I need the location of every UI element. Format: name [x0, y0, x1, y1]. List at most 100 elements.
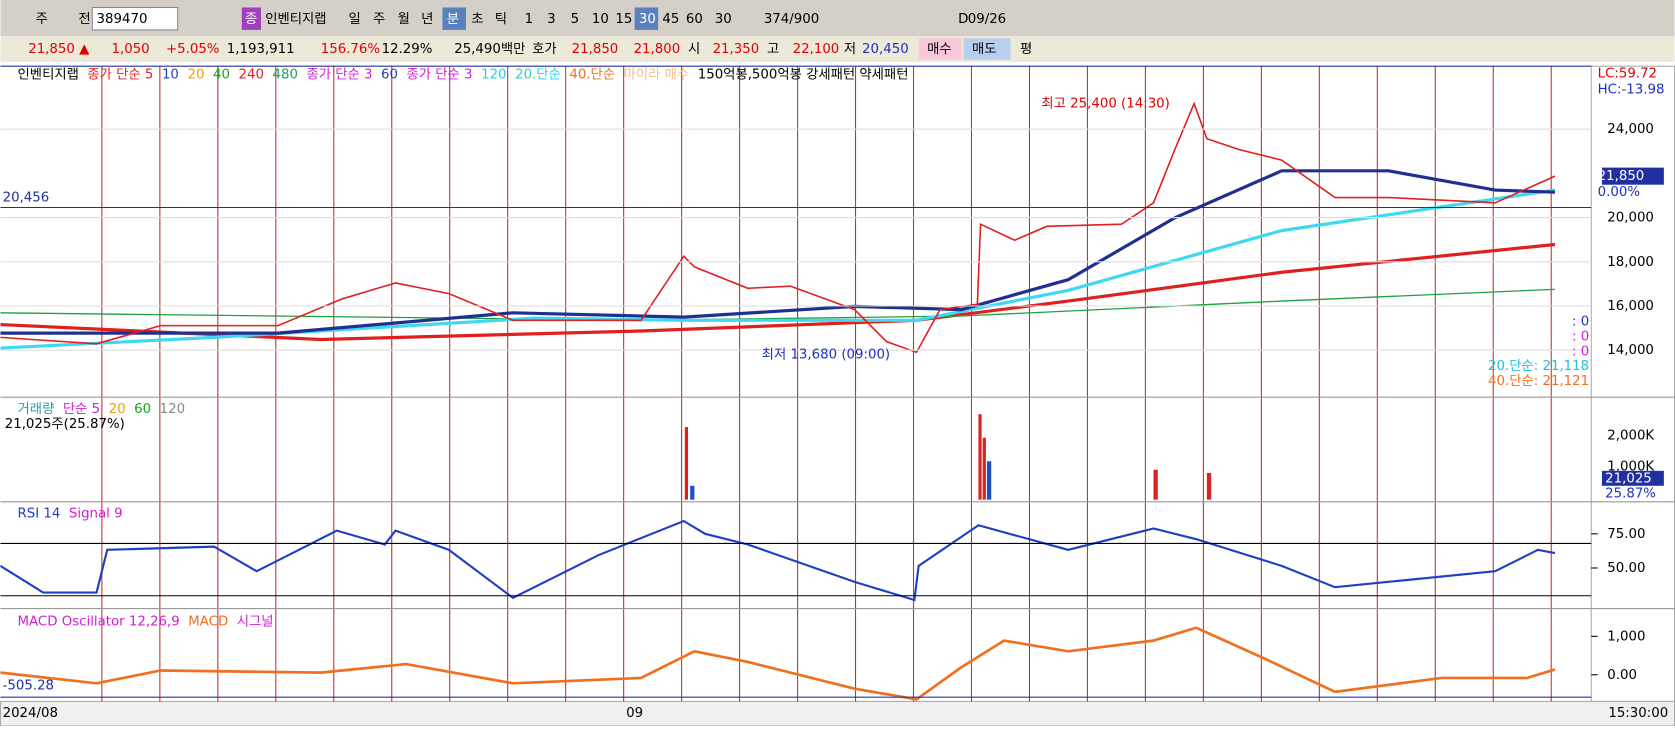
legend-item: 종가 단순 3 — [306, 67, 372, 83]
y-tick-label: 24,000 — [1607, 122, 1654, 137]
y-tick-label: 16,000 — [1607, 299, 1654, 314]
legend-item: 시그널 — [237, 613, 274, 629]
x-label: 15:30:00 — [1608, 706, 1668, 721]
toolbar-item: 분 — [447, 12, 459, 27]
x-label: 09 — [626, 706, 643, 721]
info-item: 시 — [688, 42, 700, 57]
y-tick-label: 75.00 — [1607, 527, 1645, 542]
minute-active[interactable] — [442, 7, 466, 30]
macd-line — [0, 626, 1556, 701]
info-item: 고 — [767, 42, 779, 57]
info-item: 25,490백만 — [454, 41, 525, 57]
legend-item: 20 — [109, 402, 126, 417]
toolbar-item: 389470 — [97, 12, 148, 27]
toolbar-item: 10 — [592, 12, 609, 27]
legend-item: 40.단순 — [569, 67, 615, 83]
toolbar-item: 15 — [615, 12, 632, 27]
y-tick-label: 2,000K — [1607, 429, 1655, 444]
toolbar-item: 틱 — [495, 11, 507, 27]
toolbar-item: 일 — [349, 11, 361, 27]
legend-item: 120 — [160, 402, 185, 417]
ma-label: 40.단순: 21,121 — [1488, 373, 1589, 389]
signal-label: : 0 — [1572, 344, 1589, 359]
info-item: 21,850 — [572, 42, 619, 57]
info-item: 21,350 — [713, 42, 760, 57]
info-item: 저 — [844, 41, 856, 57]
info-item: 21,800 — [634, 42, 681, 57]
legend-item: 240 — [238, 68, 263, 83]
toolbar-item: 주 — [36, 12, 48, 27]
toolbar-item: 30 — [639, 12, 656, 27]
legend-item: 10 — [162, 68, 179, 83]
info-item: 20,450 — [862, 42, 909, 57]
toolbar-item: 3 — [547, 12, 555, 27]
info-item: 매수 — [927, 41, 952, 57]
legend-item: 20 — [187, 68, 204, 83]
info-item: 매도 — [972, 41, 997, 57]
signal-label: : 0 — [1572, 329, 1589, 344]
info-item: 호가 — [532, 41, 557, 57]
toolbar-bg — [0, 0, 1675, 37]
toolbar-item: 09/26 — [968, 12, 1006, 27]
legend-item: 150억봉,500억봉 강세패턴 약세패턴 — [698, 67, 909, 83]
toolbar-item: 종 — [245, 12, 257, 27]
right-label: 0.00% — [1598, 185, 1640, 200]
rsi-line — [0, 519, 1556, 602]
legend-item: Signal 9 — [69, 507, 123, 522]
toolbar-item: 5 — [571, 12, 579, 27]
legend-item: 60 — [134, 402, 151, 417]
legend-item: 거래량 — [18, 401, 55, 417]
legend-item: 120 — [481, 68, 506, 83]
high-label: 최고 25,400 (14:30) — [1041, 96, 1169, 112]
toolbar-item: 인벤티지랩 — [265, 11, 326, 27]
toolbar-item: 초 — [471, 12, 483, 27]
legend-item: 마이라 매수 — [624, 67, 690, 83]
legend-item: 인벤티지랩 — [18, 67, 79, 83]
y-tick-label: 14,000 — [1607, 343, 1654, 358]
y-tick-label: 50.00 — [1607, 561, 1645, 576]
legend-item: 60 — [381, 68, 398, 83]
legend-item: 480 — [272, 68, 297, 83]
toolbar-item: D — [958, 12, 968, 27]
info-item: +5.05% — [166, 42, 220, 57]
ma-line — [0, 288, 1555, 321]
right-label: HC:-13.98 — [1598, 83, 1665, 98]
ref-label: 20,456 — [3, 191, 50, 206]
y-tick-label: 0.00 — [1607, 668, 1637, 683]
buy-btn[interactable] — [918, 38, 962, 60]
right-axis — [1590, 65, 1675, 702]
x-label: 2024/08 — [3, 706, 58, 721]
legend-item: 40 — [213, 68, 230, 83]
sell-btn[interactable] — [963, 38, 1011, 60]
toolbar-item: 1 — [525, 12, 533, 27]
legend-item: 20.단순 — [515, 67, 561, 83]
right-label: LC:59.72 — [1598, 67, 1657, 82]
ma-line — [0, 169, 1556, 335]
macd-left: -505.28 — [3, 678, 54, 693]
volume-bars — [684, 414, 1212, 500]
info-bar-bg — [0, 36, 1675, 62]
legend-item: 종가 단순 3 — [407, 67, 473, 83]
right-label: 25.87% — [1605, 486, 1656, 501]
low-label: 최저 13,680 (09:00) — [762, 346, 890, 362]
toolbar-item: 374/900 — [764, 12, 819, 27]
legend-item: MACD Oscillator 12,26,9 — [18, 614, 180, 629]
right-label: 21,025 — [1605, 471, 1652, 486]
y-tick-label: 18,000 — [1607, 255, 1654, 270]
volume-tag — [1601, 470, 1664, 486]
toolbar-item: 년 — [421, 11, 433, 27]
legend-item: MACD — [188, 614, 228, 629]
y-tick-label: 1,000K — [1607, 460, 1655, 475]
info-item: 22,100 — [793, 42, 840, 57]
info-item: 156.76% — [321, 42, 380, 57]
toolbar-item: 월 — [398, 11, 410, 27]
code-input[interactable] — [91, 6, 179, 31]
y-tick-label: 20,000 — [1607, 211, 1654, 226]
legend-item: 종가 단순 5 — [87, 67, 153, 83]
ma-label: 20.단순: 21,118 — [1488, 358, 1589, 374]
price-tag — [1601, 167, 1664, 185]
thirty-active[interactable] — [634, 7, 659, 30]
time-axis — [0, 700, 1675, 727]
y-tick-label: 1,000 — [1607, 629, 1645, 644]
